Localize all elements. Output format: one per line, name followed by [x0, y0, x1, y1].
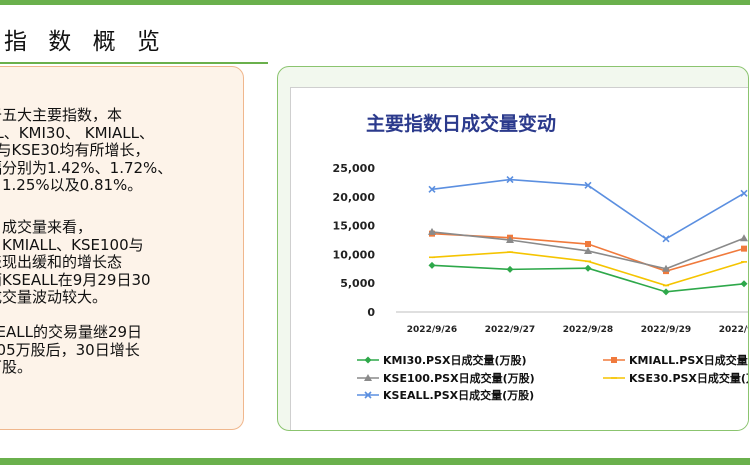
series-point: [585, 241, 591, 248]
series-point: [506, 175, 514, 184]
y-tick-label: 10,000: [333, 248, 376, 261]
series-point: [740, 280, 748, 288]
series-point: [364, 356, 372, 364]
series-point: [741, 245, 747, 252]
legend-label: KSE30.PSX日成交量(万股): [629, 371, 749, 385]
x-tick-label: 2022/9/29: [641, 325, 691, 335]
y-tick-label: 25,000: [333, 162, 376, 175]
summary-line: LL、KMI30、 KMIALL、: [0, 123, 154, 142]
legend-item: KMIALL.PSX日成交量(万股): [603, 353, 749, 367]
series-line: [431, 178, 745, 240]
series-point: [364, 391, 372, 399]
y-tick-label: 0: [367, 306, 375, 319]
legend-label: KMI30.PSX日成交量(万股): [383, 353, 527, 367]
legend-label: KSE100.PSX日成交量(万股): [383, 371, 535, 385]
bottom-accent-bar: [0, 458, 750, 465]
legend-item: KSE30.PSX日成交量(万股): [603, 371, 749, 385]
summary-line: 表现出缓和的增长态: [0, 253, 123, 271]
summary-line: 日成交量来看，: [0, 218, 93, 236]
series-point: [364, 374, 372, 381]
series-point: [611, 357, 617, 363]
summary-line: 福分别为1.42%、1.72%、: [0, 158, 173, 177]
series-0: [428, 261, 748, 296]
x-tick-label: 2022/9/27: [485, 325, 535, 335]
series-point: [740, 189, 748, 197]
summary-line: SEALL的交易量继29日: [0, 323, 143, 341]
legend-item: KSE100.PSX日成交量(万股): [357, 371, 535, 385]
series-point: [662, 264, 670, 272]
series-point: [584, 181, 592, 189]
summary-line: 于五大主要指数，本: [0, 106, 123, 124]
series-point: [506, 236, 514, 243]
y-tick-label: 5,000: [340, 277, 375, 290]
legend-item: KSEALL.PSX日成交量(万股): [357, 388, 534, 402]
series-point: [662, 288, 670, 296]
summary-line: 成交量波动较大。: [0, 288, 108, 306]
x-tick-label: 2022/9/30: [719, 325, 749, 335]
summary-line: 、KMIALL、KSE100与: [0, 235, 144, 254]
summary-paragraph-1: 于五大主要指数，本 LL、KMI30、 KMIALL、 0与KSE30均有所增长，福…: [0, 106, 173, 195]
y-tick-label: 20,000: [333, 191, 376, 204]
summary-line: 、1.25%以及0.81%。: [0, 176, 143, 194]
volume-line-chart: 主要指数日成交量变动 0 5,000 10,000 15,000 20,000 25,00…: [333, 112, 749, 402]
summary-paragraph-2: 日成交量来看，、KMIALL、KSE100与表现出缓和的增长态而KSEALL在9…: [0, 218, 151, 307]
y-tick-label: 15,000: [333, 220, 376, 233]
title-divider: [0, 62, 268, 64]
series-point: [506, 265, 514, 273]
summary-line: 万股。: [0, 358, 33, 376]
page-title: 指 数 概 览: [4, 29, 167, 55]
series-point: [662, 235, 670, 243]
chart-frame: 主要指数日成交量变动 0 5,000 10,000 15,000 20,000 25,00…: [290, 87, 749, 430]
x-tick-label: 2022/9/26: [407, 325, 457, 335]
series-2: [428, 227, 748, 272]
series-point: [584, 246, 592, 254]
series-point: [740, 234, 748, 242]
series-point: [428, 227, 436, 235]
chart-panel: 主要指数日成交量变动 0 5,000 10,000 15,000 20,000 25,00…: [277, 66, 749, 431]
top-accent-bar: [0, 0, 750, 5]
series-point: [584, 264, 592, 272]
summary-line: 0与KSE30均有所增长，: [0, 141, 150, 159]
summary-text-panel: 于五大主要指数，本 LL、KMI30、 KMIALL、 0与KSE30均有所增长，福…: [0, 66, 244, 430]
legend-label: KMIALL.PSX日成交量(万股): [629, 353, 749, 367]
legend-item: KMI30.PSX日成交量(万股): [357, 353, 527, 367]
series-point: [428, 261, 436, 269]
series-3: [429, 251, 747, 287]
series-point: [428, 185, 436, 193]
series-4: [428, 175, 748, 243]
chart-title: 主要指数日成交量变动: [366, 112, 556, 135]
legend-label: KSEALL.PSX日成交量(万股): [383, 388, 534, 402]
summary-line: 而KSEALL在9月29日30: [0, 270, 151, 289]
summary-line: 305万股后，30日增长: [0, 340, 140, 359]
x-tick-label: 2022/9/28: [563, 325, 613, 335]
